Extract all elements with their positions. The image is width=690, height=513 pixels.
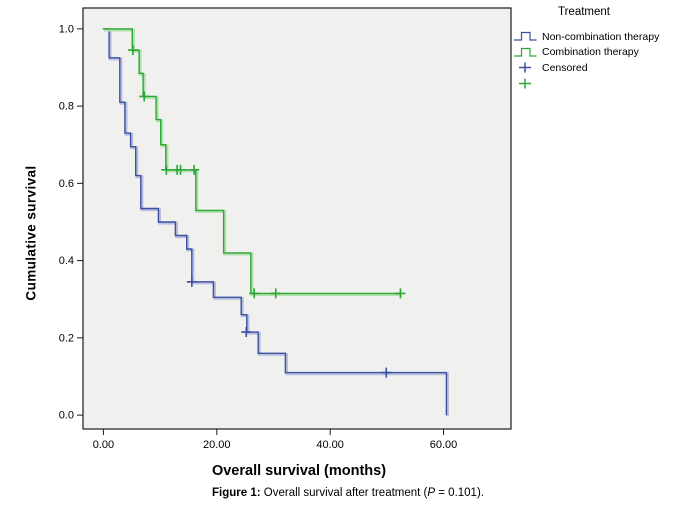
x-tick-label: 60.00 (430, 439, 458, 451)
legend-entries: Non-combination therapy Combination thera… (513, 29, 689, 91)
legend-entry (513, 76, 689, 92)
legend: Treatment Non-combination therapy Combina… (513, 6, 689, 91)
step-line-swatch-icon (514, 32, 537, 41)
censored-mark (175, 164, 186, 175)
swatch-path (519, 78, 531, 89)
legend-entry: Non-combination therapy (513, 29, 689, 45)
legend-entry-label: Combination therapy (542, 46, 639, 59)
x-tick-label: 40.00 (316, 439, 344, 451)
legend-entry-label: Non-combination therapy (542, 30, 660, 43)
caption-p-symbol: P (427, 487, 436, 499)
survival-curve-combination (102, 28, 401, 295)
swatch-path (514, 47, 537, 57)
censored-mark (127, 45, 138, 56)
x-axis-title: Overall survival (months) (211, 463, 387, 479)
censored-mark (395, 288, 406, 299)
y-tick-label: 0.2 (59, 332, 74, 344)
step-line-swatch-icon (514, 47, 537, 57)
censored-mark (270, 288, 281, 299)
swatch-path (519, 62, 531, 73)
y-tick-label: 0.0 (59, 410, 74, 422)
caption-figure-label: Figure 1: (212, 487, 261, 499)
censored-mark (381, 367, 392, 378)
y-tick-label: 0.8 (59, 101, 74, 113)
censored-mark (249, 288, 260, 299)
survival-curve-halo-1 (104, 28, 402, 297)
survival-curve-noncombination (103, 28, 448, 416)
x-tick-label: 20.00 (203, 439, 231, 451)
plot-border (82, 7, 512, 430)
legend-entry: Combination therapy (513, 45, 689, 61)
y-tick-label: 0.4 (59, 255, 74, 267)
legend-entry: Censored (513, 60, 689, 76)
censored-mark (241, 327, 252, 338)
plot-area (83, 8, 511, 429)
legend-title: Treatment (558, 6, 610, 18)
caption-text-after-p: = 0.101). (435, 487, 484, 499)
censored-mark (161, 164, 172, 175)
legend-entry-label: Censored (542, 61, 588, 74)
censored-mark (139, 91, 150, 102)
swatch-path (514, 32, 537, 41)
x-tick-label: 0.00 (93, 439, 114, 451)
figure-caption: Figure 1: Overall survival after treatme… (212, 487, 484, 499)
censored-mark (186, 276, 197, 287)
censored-plus-swatch-icon (519, 78, 531, 89)
survival-curve-halo-0 (104, 28, 450, 417)
y-tick-label: 0.6 (59, 178, 74, 190)
y-axis-title: Cumulative survival (23, 165, 39, 301)
caption-text-before-p: Overall survival after treatment ( (260, 487, 428, 499)
censored-mark (189, 164, 200, 175)
censored-plus-swatch-icon (519, 62, 531, 73)
y-tick-label: 1.0 (59, 23, 74, 35)
